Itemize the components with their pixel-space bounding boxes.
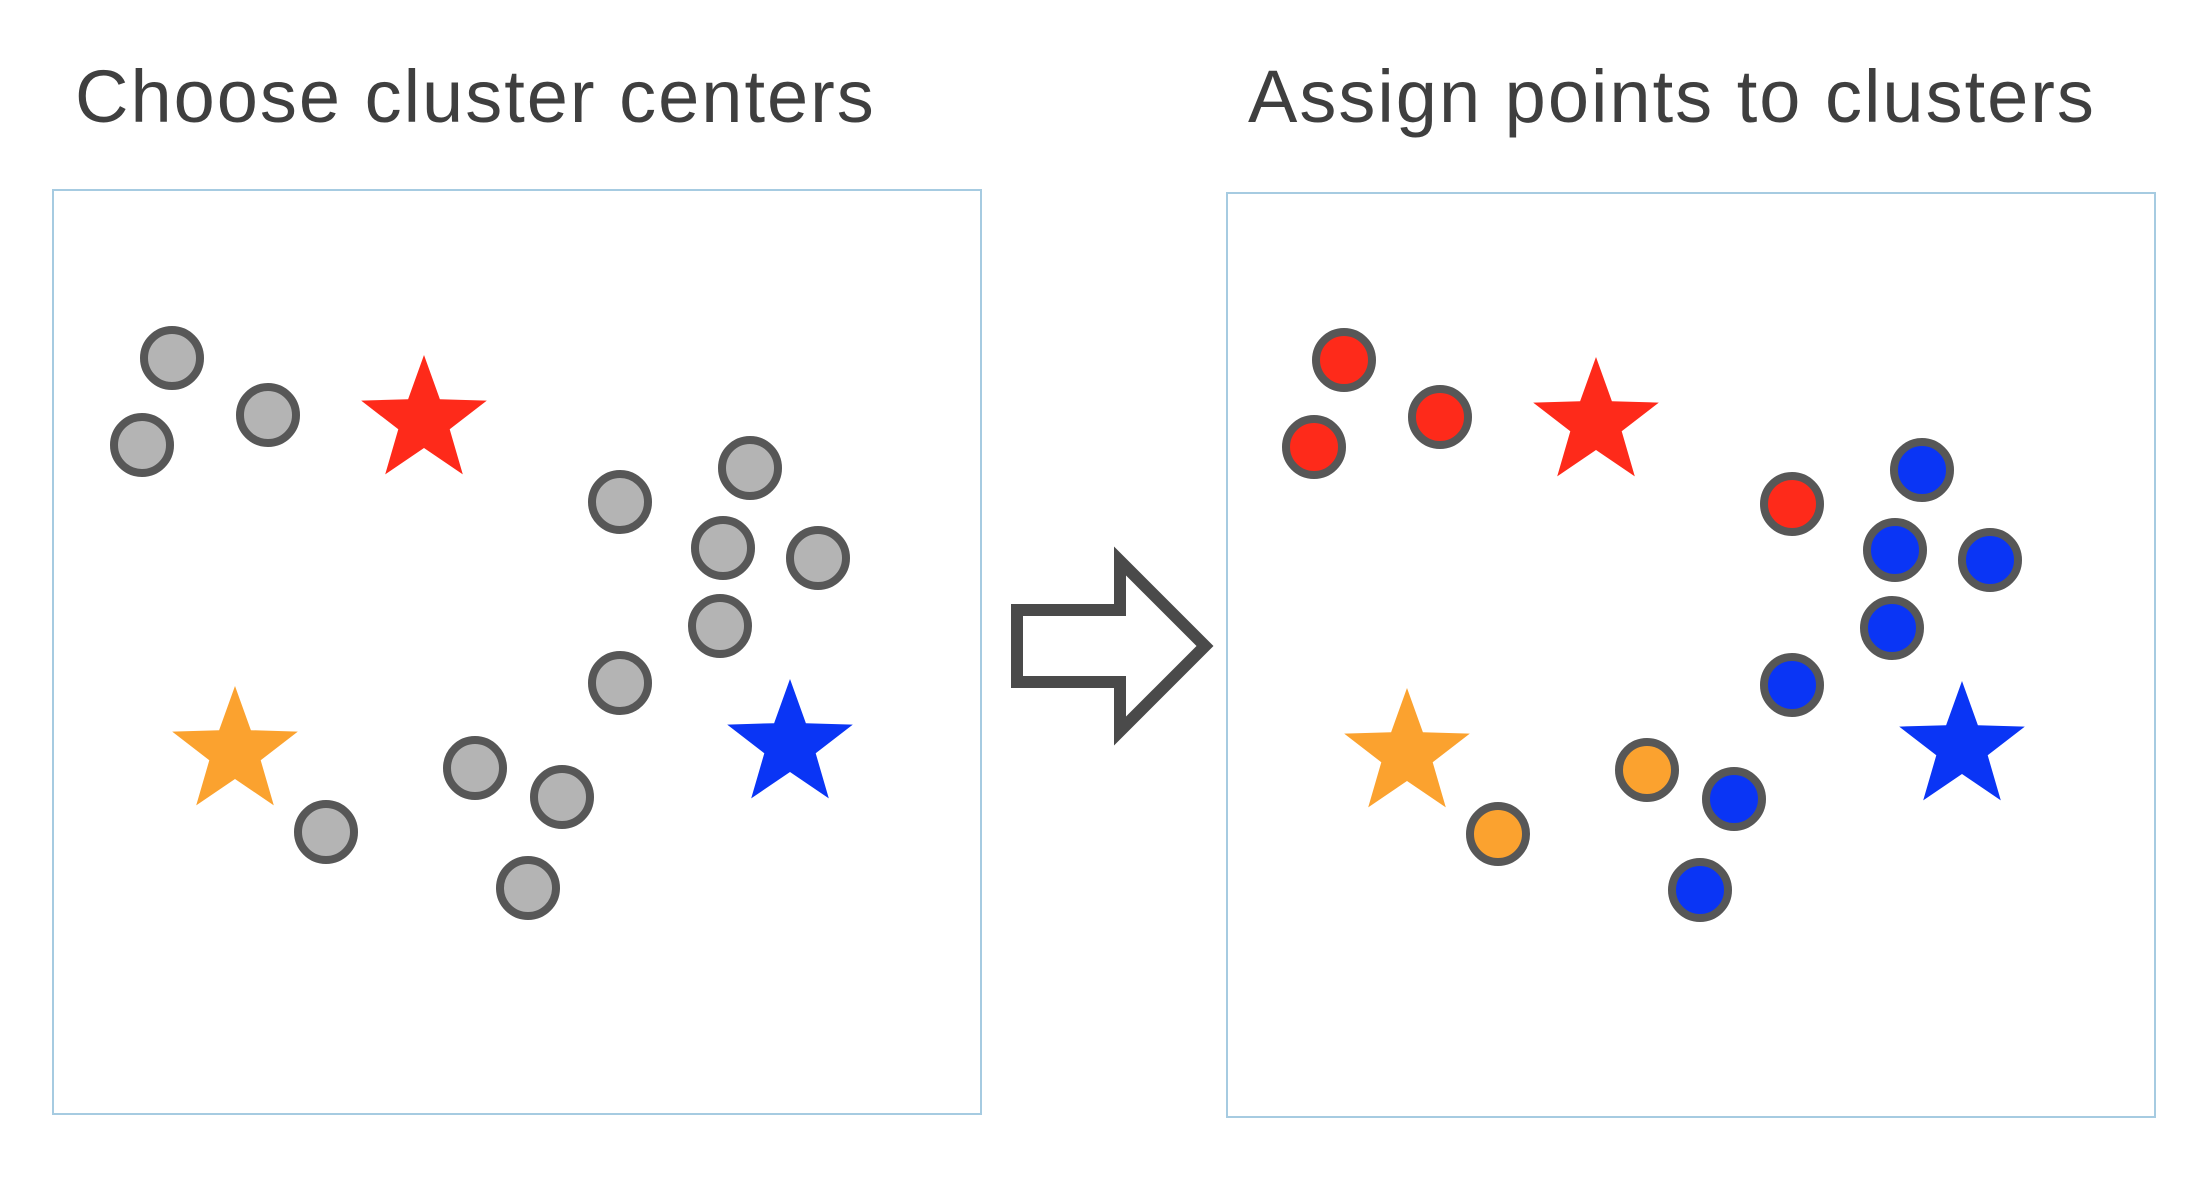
left-data-point-5	[722, 440, 778, 496]
right-data-point-6	[1867, 522, 1923, 578]
right-data-point-11	[1470, 806, 1526, 862]
left-data-point-7	[790, 530, 846, 586]
right-orange-star-icon	[1344, 688, 1470, 807]
right-data-point-7	[1962, 532, 2018, 588]
left-data-point-12	[534, 769, 590, 825]
right-data-point-13	[1672, 862, 1728, 918]
right-arrow-icon	[1017, 561, 1205, 731]
left-panel-frame	[53, 190, 981, 1114]
right-red-star-icon	[1533, 357, 1659, 476]
right-blue-star-icon	[1899, 681, 2025, 800]
right-data-point-3	[1412, 389, 1468, 445]
left-orange-star-icon	[172, 686, 298, 805]
left-data-point-8	[692, 598, 748, 654]
right-data-point-8	[1864, 600, 1920, 656]
left-data-point-3	[240, 387, 296, 443]
left-data-point-1	[144, 330, 200, 386]
right-data-point-4	[1764, 476, 1820, 532]
left-red-star-icon	[361, 355, 487, 474]
right-data-point-2	[1286, 419, 1342, 475]
left-data-point-2	[114, 417, 170, 473]
left-data-point-11	[298, 804, 354, 860]
left-data-point-13	[500, 860, 556, 916]
right-data-point-9	[1764, 657, 1820, 713]
left-data-point-4	[592, 474, 648, 530]
left-data-point-10	[447, 740, 503, 796]
left-data-point-6	[695, 520, 751, 576]
left-data-point-9	[592, 655, 648, 711]
right-data-point-10	[1619, 742, 1675, 798]
left-panel-plot	[114, 330, 853, 916]
right-panel-plot	[1286, 332, 2025, 918]
right-panel-frame	[1227, 193, 2155, 1117]
right-data-point-5	[1894, 442, 1950, 498]
right-data-point-12	[1706, 771, 1762, 827]
left-blue-star-icon	[727, 679, 853, 798]
right-data-point-1	[1316, 332, 1372, 388]
